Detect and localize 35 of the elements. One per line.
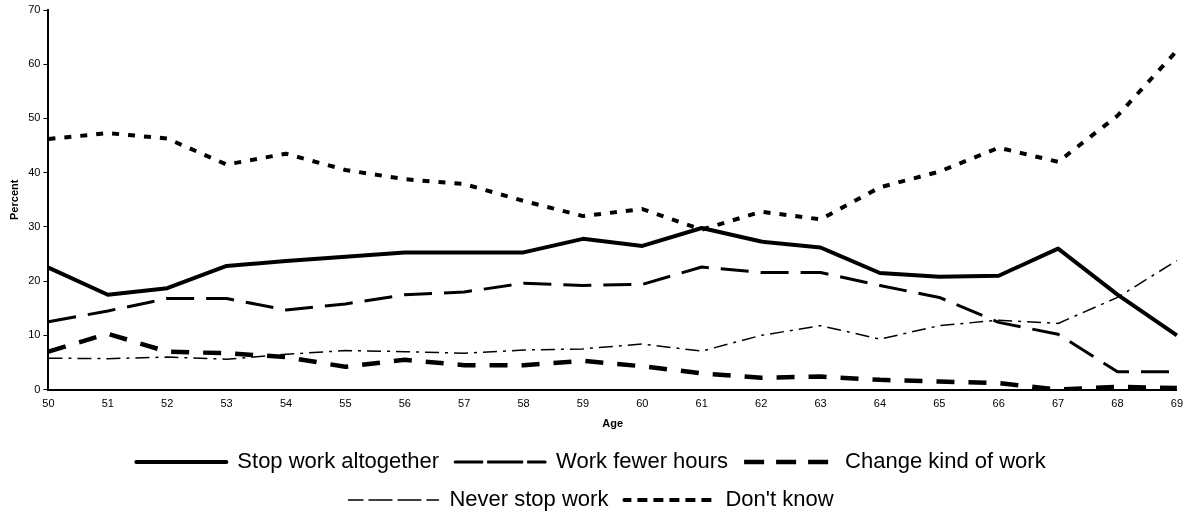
y-axis-title: Percent — [7, 179, 20, 220]
y-tick-label: 40 — [28, 165, 41, 178]
x-tick-label: 52 — [161, 397, 174, 410]
x-axis-title: Age — [602, 417, 624, 430]
legend-label: Never stop work — [449, 486, 610, 512]
y-tick-label: 30 — [28, 219, 41, 232]
x-tick-label: 60 — [636, 397, 649, 410]
y-tick-label: 70 — [28, 3, 41, 16]
y-tick-label: 0 — [34, 382, 41, 395]
x-tick-label: 61 — [695, 397, 708, 410]
y-tick-label: 50 — [28, 111, 41, 124]
x-tick-label: 62 — [755, 397, 768, 410]
legend-label: Change kind of work — [845, 448, 1047, 474]
x-tick-label: 63 — [814, 397, 827, 410]
x-tick-label: 53 — [220, 397, 233, 410]
x-tick-label: 65 — [933, 397, 946, 410]
x-tick-label: 64 — [873, 397, 887, 410]
x-tick-label: 57 — [458, 397, 471, 410]
x-tick-label: 66 — [992, 397, 1005, 410]
x-tick-label: 51 — [101, 397, 114, 410]
x-tick-label: 68 — [1111, 397, 1124, 410]
x-tick-label: 58 — [517, 397, 530, 410]
y-tick-label: 20 — [28, 274, 41, 287]
legend-label: Don't know — [725, 486, 834, 512]
x-tick-label: 50 — [42, 397, 55, 410]
x-tick-label: 59 — [576, 397, 590, 410]
x-tick-label: 55 — [339, 397, 352, 410]
x-tick-label: 54 — [279, 397, 293, 410]
y-tick-label: 10 — [28, 328, 41, 341]
x-tick-label: 67 — [1051, 397, 1065, 410]
x-tick-label: 56 — [398, 397, 411, 410]
legend-label: Work fewer hours — [556, 448, 729, 474]
y-tick-label: 60 — [28, 57, 41, 70]
legend-label: Stop work altogether — [237, 448, 440, 474]
x-tick-label: 69 — [1170, 397, 1184, 410]
